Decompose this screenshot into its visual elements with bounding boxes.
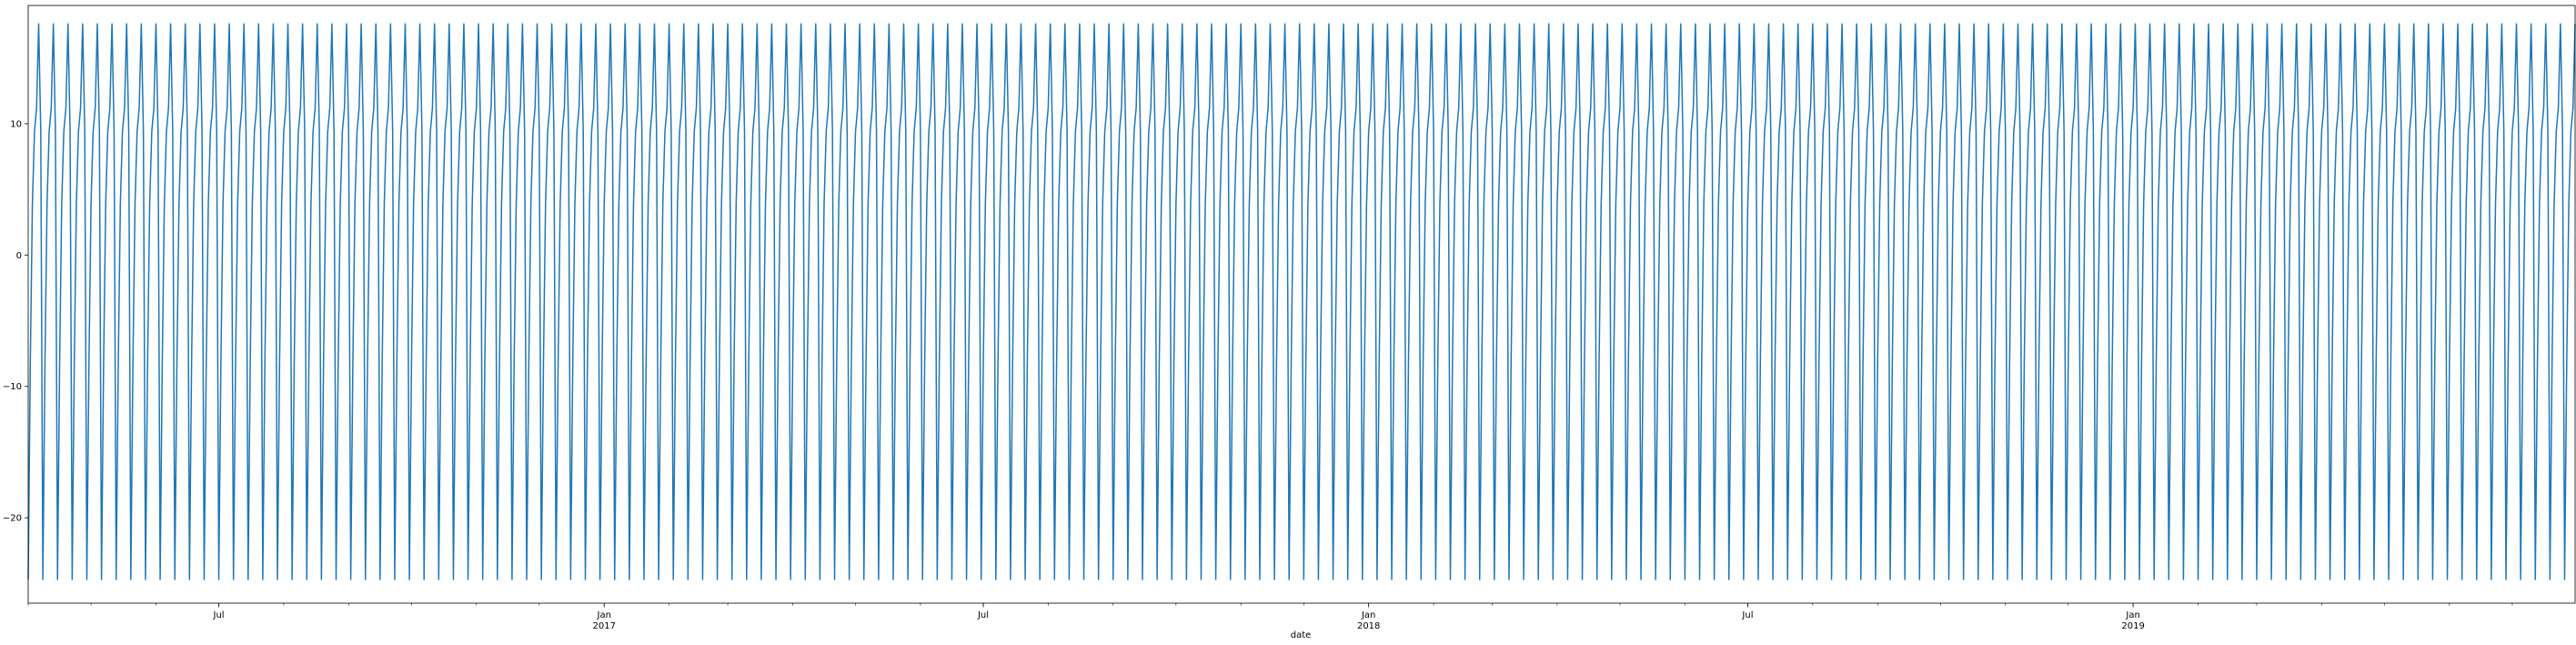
y-tick-label: −20 — [3, 514, 22, 524]
x-tick-label: Jul — [1741, 610, 1753, 620]
x-tick-year-label: 2017 — [592, 621, 615, 631]
y-tick-label: 0 — [16, 251, 22, 261]
x-tick-label: Jan — [2125, 610, 2139, 620]
series-line-0 — [27, 23, 2576, 580]
x-axis-label: date — [1291, 630, 1312, 640]
y-axis: −20 −10 0 10 — [3, 119, 28, 524]
x-tick-label: Jul — [213, 610, 225, 620]
y-tick-label: 10 — [10, 119, 22, 129]
x-tick-label: Jan — [597, 610, 611, 620]
x-tick-label: Jan — [1361, 610, 1375, 620]
y-tick-label: −10 — [3, 382, 22, 392]
x-tick-year-label: 2018 — [1357, 621, 1380, 631]
x-tick-year-label: 2019 — [2121, 621, 2144, 631]
plot-frame — [27, 5, 2576, 604]
x-tick-label: Jul — [977, 610, 989, 620]
plot-area — [27, 5, 2576, 604]
